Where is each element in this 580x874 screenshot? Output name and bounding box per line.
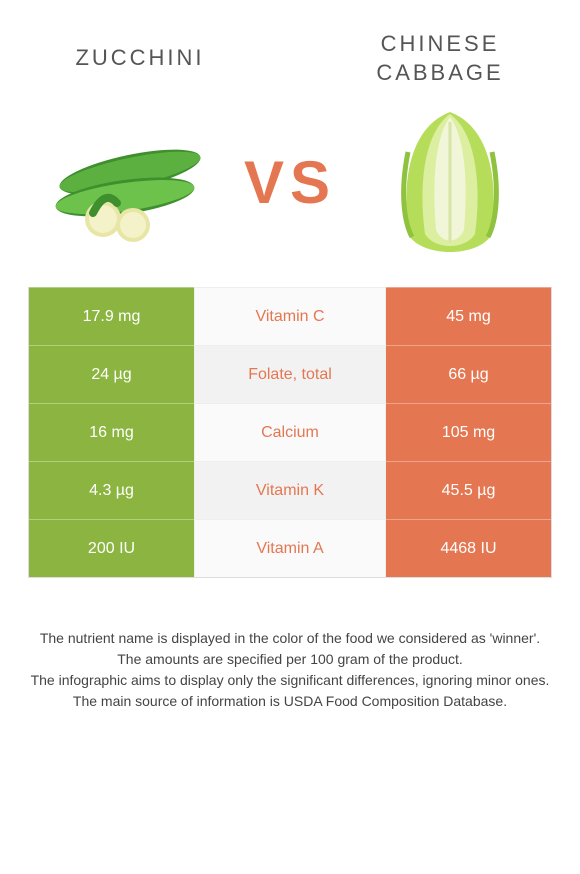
footer-line: The main source of information is USDA F… [30, 691, 550, 712]
right-value: 45 mg [386, 287, 551, 345]
table-row: 17.9 mg Vitamin C 45 mg [29, 287, 551, 345]
nutrient-table: 17.9 mg Vitamin C 45 mg 24 µg Folate, to… [28, 287, 552, 578]
table-row: 4.3 µg Vitamin K 45.5 µg [29, 461, 551, 519]
footer-line: The amounts are specified per 100 gram o… [30, 649, 550, 670]
footer-notes: The nutrient name is displayed in the co… [0, 628, 580, 712]
left-value: 4.3 µg [29, 461, 194, 519]
nutrient-name: Vitamin C [194, 287, 386, 345]
nutrient-name: Vitamin A [194, 519, 386, 577]
nutrient-name: Calcium [194, 403, 386, 461]
right-value: 105 mg [386, 403, 551, 461]
images-row: VS [0, 97, 580, 287]
nutrient-name: Vitamin K [194, 461, 386, 519]
left-value: 16 mg [29, 403, 194, 461]
zucchini-icon [40, 107, 220, 257]
table-row: 16 mg Calcium 105 mg [29, 403, 551, 461]
left-value: 17.9 mg [29, 287, 194, 345]
left-value: 200 IU [29, 519, 194, 577]
header: Zucchini Chinese Cabbage [0, 0, 580, 97]
vs-label: VS [244, 148, 336, 217]
right-value: 4468 IU [386, 519, 551, 577]
left-value: 24 µg [29, 345, 194, 403]
nutrient-name: Folate, total [194, 345, 386, 403]
right-value: 45.5 µg [386, 461, 551, 519]
table-row: 200 IU Vitamin A 4468 IU [29, 519, 551, 577]
right-food-title: Chinese Cabbage [340, 30, 540, 87]
footer-line: The infographic aims to display only the… [30, 670, 550, 691]
cabbage-icon [360, 107, 540, 257]
left-food-title: Zucchini [40, 44, 240, 73]
table-row: 24 µg Folate, total 66 µg [29, 345, 551, 403]
footer-line: The nutrient name is displayed in the co… [30, 628, 550, 649]
right-value: 66 µg [386, 345, 551, 403]
